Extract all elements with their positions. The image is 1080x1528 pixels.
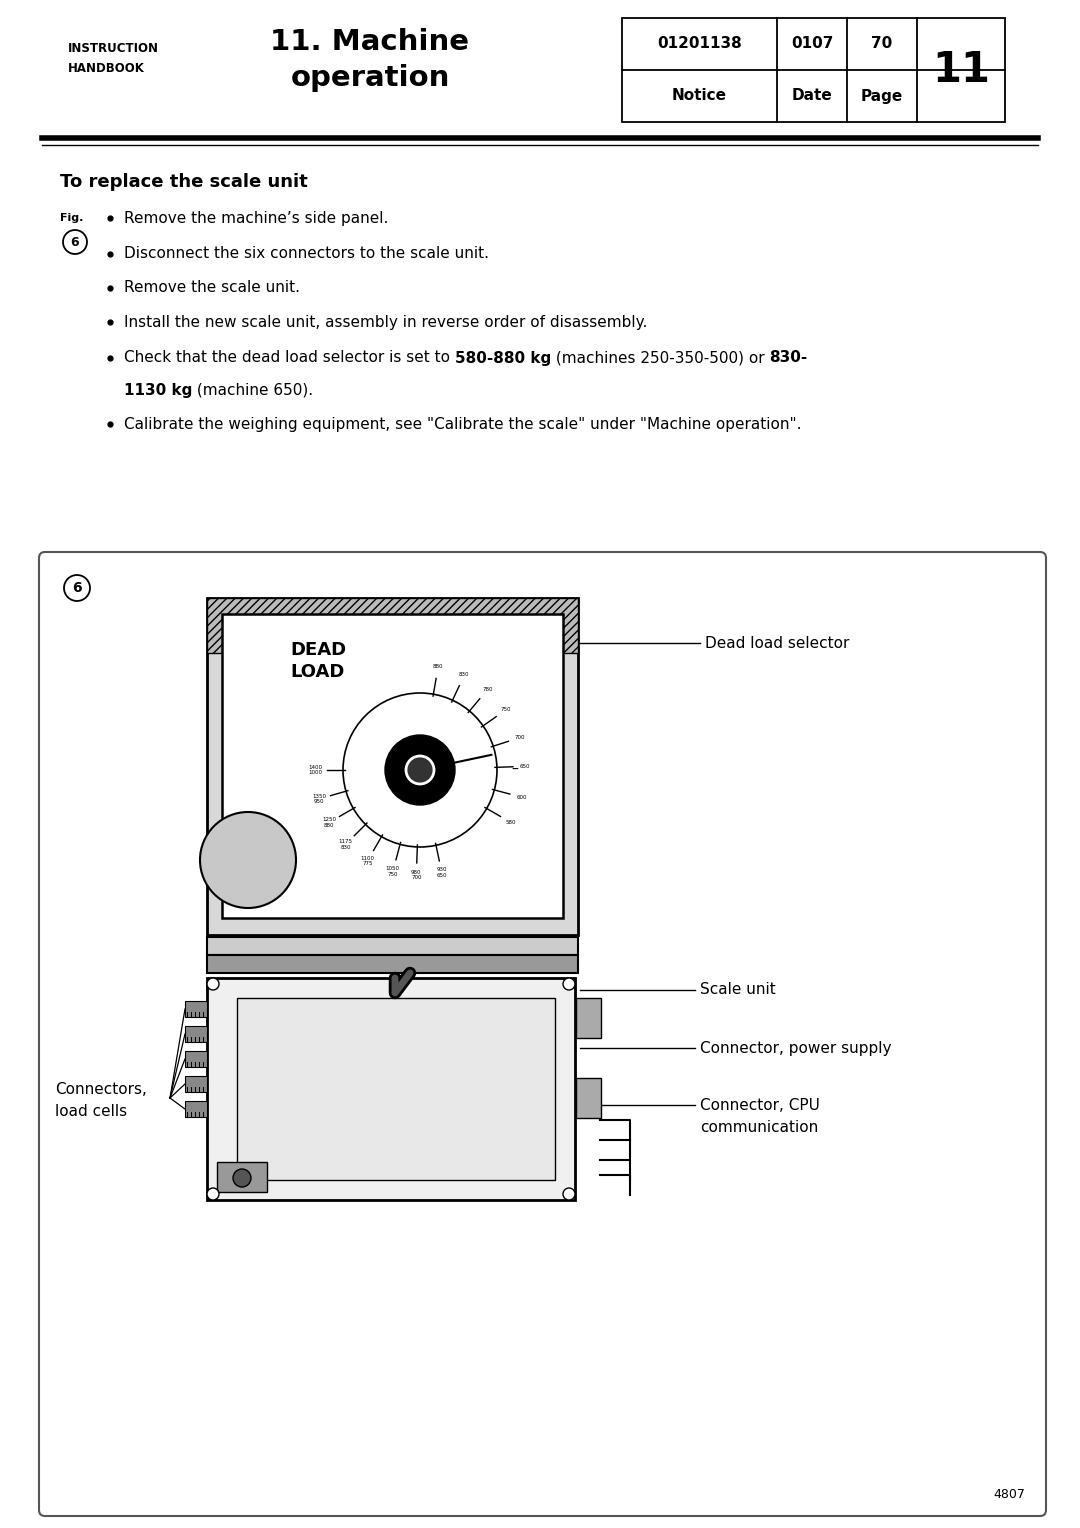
Text: operation: operation	[291, 64, 449, 92]
Text: 1250
880: 1250 880	[322, 817, 336, 828]
Circle shape	[207, 1187, 219, 1199]
Text: 580: 580	[505, 821, 516, 825]
Text: 1100
775: 1100 775	[361, 856, 375, 866]
Text: load cells: load cells	[55, 1105, 127, 1120]
Text: 980
700: 980 700	[411, 869, 421, 880]
Bar	[622, 18, 1005, 122]
Circle shape	[200, 811, 296, 908]
Text: 0107: 0107	[791, 37, 833, 52]
Text: INSTRUCTION: INSTRUCTION	[68, 41, 159, 55]
Text: Connector, power supply: Connector, power supply	[700, 1041, 891, 1056]
Bar	[217, 1161, 267, 1192]
Bar	[207, 597, 578, 652]
Text: 1350
950: 1350 950	[312, 793, 326, 804]
Circle shape	[207, 978, 219, 990]
Text: To replace the scale unit: To replace the scale unit	[60, 173, 308, 191]
Circle shape	[64, 575, 90, 601]
Text: Date: Date	[792, 89, 833, 104]
Text: 880: 880	[433, 665, 444, 669]
Bar	[237, 998, 555, 1180]
Text: 1130 kg: 1130 kg	[124, 382, 192, 397]
Text: Remove the scale unit.: Remove the scale unit.	[124, 281, 300, 295]
Text: 830-: 830-	[770, 350, 808, 365]
Text: (machines 250-350-500) or: (machines 250-350-500) or	[551, 350, 770, 365]
Text: 650: 650	[519, 764, 530, 769]
Text: 1050
750: 1050 750	[386, 866, 400, 877]
Text: Calibrate the weighing equipment, see "Calibrate the scale" under "Machine opera: Calibrate the weighing equipment, see "C…	[124, 417, 801, 431]
Text: 750: 750	[501, 707, 511, 712]
Text: 11: 11	[932, 49, 990, 92]
Text: 01201138: 01201138	[657, 37, 742, 52]
Text: LOAD: LOAD	[291, 663, 345, 681]
Text: 70: 70	[872, 37, 893, 52]
Circle shape	[384, 735, 455, 805]
Text: Check that the dead load selector is set to: Check that the dead load selector is set…	[124, 350, 455, 365]
Bar	[185, 1001, 207, 1018]
Text: Install the new scale unit, assembly in reverse order of disassembly.: Install the new scale unit, assembly in …	[124, 315, 647, 330]
Text: DEAD: DEAD	[291, 642, 346, 659]
Text: Disconnect the six connectors to the scale unit.: Disconnect the six connectors to the sca…	[124, 246, 489, 261]
Text: Page: Page	[861, 89, 903, 104]
Text: 1175
830: 1175 830	[339, 839, 353, 850]
Bar	[185, 1025, 207, 1042]
Circle shape	[406, 756, 434, 784]
Text: Connector, CPU: Connector, CPU	[700, 1097, 820, 1112]
Text: Notice: Notice	[672, 89, 727, 104]
Text: 930
650: 930 650	[436, 868, 447, 879]
Bar	[185, 1102, 207, 1117]
Text: 780: 780	[483, 688, 492, 692]
Text: communication: communication	[700, 1120, 819, 1134]
Text: 830: 830	[459, 672, 470, 677]
Bar	[207, 937, 578, 955]
Text: Scale unit: Scale unit	[700, 983, 775, 998]
Text: Dead load selector: Dead load selector	[705, 636, 849, 651]
Text: 4807: 4807	[994, 1488, 1025, 1502]
Text: 11. Machine: 11. Machine	[270, 28, 470, 57]
Bar	[576, 1077, 600, 1118]
Text: 580-880 kg: 580-880 kg	[455, 350, 551, 365]
Bar	[207, 597, 578, 935]
Circle shape	[563, 978, 575, 990]
Bar	[222, 614, 563, 918]
Bar	[207, 955, 578, 973]
Text: (machine 650).: (machine 650).	[192, 382, 313, 397]
Circle shape	[233, 1169, 251, 1187]
Text: Remove the machine’s side panel.: Remove the machine’s side panel.	[124, 211, 389, 226]
Text: 6: 6	[70, 235, 79, 249]
Text: 600: 600	[516, 795, 527, 799]
Text: Connectors,: Connectors,	[55, 1082, 147, 1097]
Bar	[185, 1051, 207, 1067]
Bar	[207, 978, 575, 1199]
Text: Fig.: Fig.	[60, 212, 83, 223]
Text: 700: 700	[514, 735, 525, 740]
Text: HANDBOOK: HANDBOOK	[68, 61, 145, 75]
Text: 6: 6	[72, 581, 82, 594]
Circle shape	[563, 1187, 575, 1199]
Bar	[576, 998, 600, 1038]
Text: –: –	[512, 762, 518, 778]
Bar	[185, 1076, 207, 1093]
Text: 1400
1000: 1400 1000	[308, 764, 322, 775]
